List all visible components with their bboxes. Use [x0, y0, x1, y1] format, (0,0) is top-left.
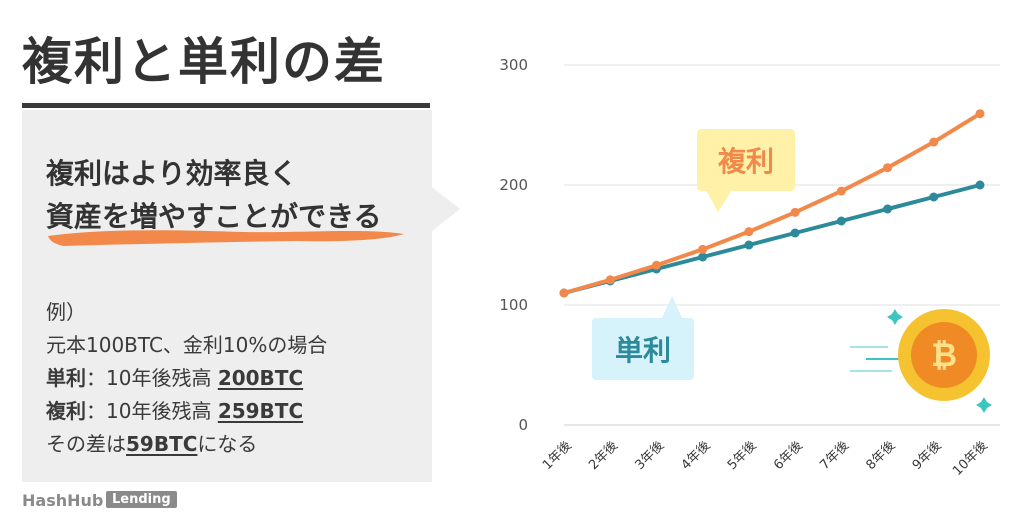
x-tick-label: 5年後	[725, 438, 760, 473]
data-point-simple	[744, 240, 754, 250]
brand-badge: Lending	[106, 491, 177, 508]
svg-text:₿: ₿	[931, 336, 957, 374]
x-tick-label: 4年後	[679, 438, 714, 473]
diff-value: 59BTC	[126, 432, 198, 456]
compound-value: 259BTC	[217, 399, 304, 423]
data-point-simple	[975, 180, 985, 190]
series-line-compound	[562, 111, 982, 295]
data-point-compound	[975, 109, 985, 119]
bitcoin-illustration: ₿	[850, 309, 992, 413]
data-point-compound	[929, 137, 939, 147]
compound-callout-tail	[706, 190, 732, 212]
data-point-compound	[559, 288, 569, 298]
panel-pointer	[432, 187, 460, 231]
data-point-simple	[836, 216, 846, 226]
series-line-simple	[562, 183, 982, 295]
x-tick-label: 1年後	[540, 438, 575, 473]
data-point-compound	[651, 260, 661, 270]
y-tick-label: 200	[499, 176, 528, 194]
brush-underline	[48, 230, 404, 246]
data-point-simple	[698, 252, 708, 262]
y-tick-label: 300	[499, 56, 528, 74]
x-tick-label: 9年後	[910, 438, 945, 473]
simple-text: ：10年後残高	[86, 366, 218, 390]
x-tick-label: 2年後	[586, 438, 621, 473]
title-divider	[22, 103, 430, 108]
example-compound-line: 複利：10年後残高 259BTC	[46, 395, 303, 424]
speed-lines-icon	[850, 346, 900, 372]
data-point-compound	[883, 163, 893, 173]
simple-callout: 単利	[592, 318, 694, 380]
data-point-compound	[605, 275, 615, 285]
data-point-simple	[883, 204, 893, 214]
example-heading: 例）	[46, 300, 86, 324]
example-simple-line: 単利：10年後残高 200BTC	[46, 362, 303, 391]
lead-line-2: 資産を増やすことができる	[46, 200, 382, 233]
data-point-compound	[744, 227, 754, 237]
x-tick-label: 6年後	[771, 438, 806, 473]
sparkle-icon	[887, 309, 992, 413]
brand-logo: HashHub	[22, 491, 104, 510]
data-point-simple	[929, 192, 939, 202]
data-point-compound	[790, 207, 800, 217]
example-condition: 元本100BTC、金利10%の場合	[46, 333, 328, 357]
explanation-panel	[22, 110, 432, 482]
bitcoin-coin-icon: ₿	[898, 309, 990, 401]
x-tick-label: 3年後	[632, 438, 667, 473]
page-title: 複利と単利の差	[22, 33, 386, 91]
y-tick-label: 100	[499, 296, 528, 314]
data-point-compound	[836, 186, 846, 196]
x-tick-label: 8年後	[864, 438, 899, 473]
x-tick-label: 10年後	[950, 438, 991, 479]
simple-label: 単利	[46, 366, 86, 390]
data-point-simple	[790, 228, 800, 238]
diff-suffix: になる	[197, 432, 258, 456]
x-tick-label: 7年後	[817, 438, 852, 473]
data-point-compound	[698, 244, 708, 254]
y-tick-label: 0	[518, 416, 528, 434]
lead-line-1: 複利はより効率良く	[46, 157, 298, 190]
compound-label: 複利	[46, 399, 86, 423]
simple-callout-tail	[662, 296, 682, 318]
example-diff-line: その差は59BTCになる	[46, 428, 257, 457]
compound-text: ：10年後残高	[86, 399, 218, 423]
line-chart: 0 100 200 300 1年後 2年後 3年後 4年後 5年後 6年後 7年後 8年後 9年後 10年…	[499, 56, 1000, 479]
simple-value: 200BTC	[217, 366, 304, 390]
compound-callout: 複利	[697, 129, 795, 191]
diff-prefix: その差は	[46, 432, 126, 456]
